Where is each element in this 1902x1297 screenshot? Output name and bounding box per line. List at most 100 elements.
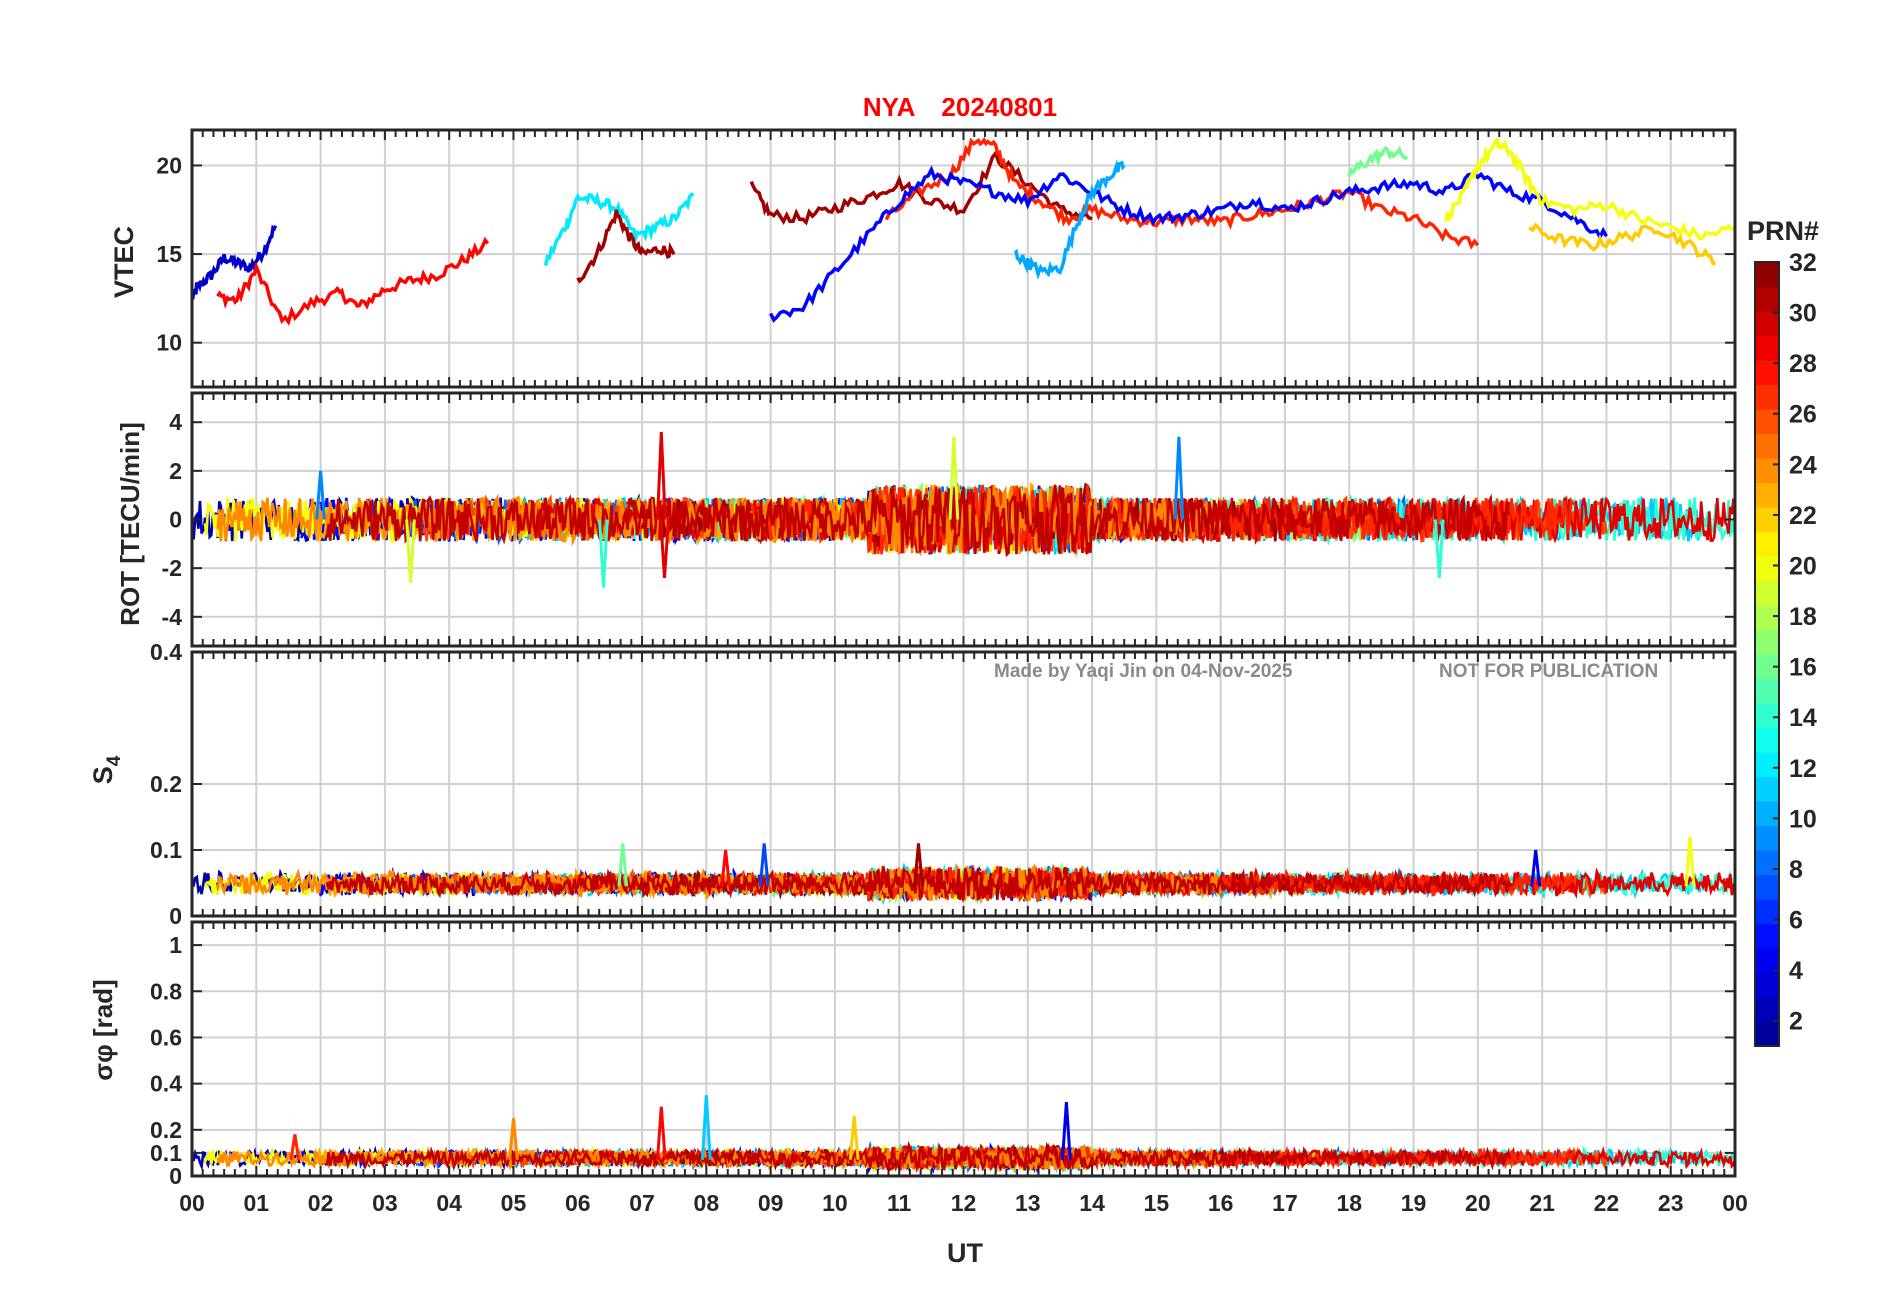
x-tick-label: 17 — [1272, 1190, 1298, 1216]
colorbar-tick-label: 12 — [1789, 755, 1817, 783]
y-tick-label: 0 — [169, 1163, 182, 1189]
ROT-peak-prn-19 — [948, 436, 960, 520]
sigma_phi-trace-prn-30 — [325, 1140, 1512, 1172]
vtec-series-prn-5 — [769, 165, 1608, 323]
S4-peak-prn-20 — [1684, 836, 1696, 887]
colorbar-segment — [1755, 311, 1779, 337]
y-tick-label: 0 — [169, 507, 182, 533]
colorbar-tick-label: 26 — [1789, 401, 1817, 429]
x-tick-label: 21 — [1529, 1190, 1555, 1216]
y-tick-label: 20 — [156, 152, 182, 178]
y-axis-label-s4: S4 — [88, 755, 125, 784]
sigma_phi-peak-prn-4 — [1061, 1101, 1072, 1160]
colorbar-segment — [1755, 874, 1779, 900]
colorbar-segment — [1755, 507, 1779, 533]
S4-trace-prn-30 — [325, 866, 1512, 901]
title-station: NYA — [863, 92, 916, 122]
x-tick-label: 03 — [372, 1190, 398, 1216]
colorbar-segment — [1755, 531, 1779, 557]
colorbar-segment — [1755, 482, 1779, 508]
ROT-peak-prn-29 — [659, 519, 670, 578]
y-tick-label: 0.1 — [150, 1140, 182, 1166]
vtec-series-prn-10 — [1013, 159, 1126, 280]
ROT-peak-prn-14 — [1433, 519, 1445, 578]
x-tick-label: 00 — [1722, 1190, 1748, 1216]
ROT-peak-prn-9 — [1173, 436, 1185, 520]
y-axis-label-rot: ROT [TECU/min] — [115, 422, 145, 626]
colorbar-segment — [1755, 776, 1779, 802]
sigma_phi-peak-prn-28 — [656, 1106, 667, 1160]
x-tick-label: 18 — [1336, 1190, 1362, 1216]
y-axis-label-sigma-phi: σφ [rad] — [88, 979, 118, 1080]
y-axis-label-vtec: VTEC — [109, 226, 139, 298]
y-tick-label: 15 — [156, 241, 182, 267]
vtec-series-prn-16 — [1347, 145, 1409, 178]
y-tick-label: 0.4 — [150, 1071, 182, 1097]
y-tick-label: 10 — [156, 330, 182, 356]
vtec-series-prn-28 — [216, 236, 490, 326]
colorbar-segment — [1755, 262, 1779, 288]
colorbar-segment — [1755, 678, 1779, 704]
ROT-peak-prn-29 — [656, 431, 667, 520]
x-tick-label: 08 — [694, 1190, 720, 1216]
x-tick-label: 04 — [436, 1190, 462, 1216]
x-tick-label: 15 — [1144, 1190, 1170, 1216]
colorbar-segment — [1755, 850, 1779, 876]
colorbar-tick-label: 8 — [1789, 856, 1803, 884]
y-tick-label: 0.8 — [150, 978, 182, 1004]
x-tick-label: 02 — [308, 1190, 334, 1216]
sigma_phi-peak-prn-22 — [848, 1115, 860, 1160]
ROT-trace-prn-24 — [216, 484, 1222, 557]
y-tick-label: -2 — [162, 555, 182, 581]
colorbar-tick-label: 22 — [1789, 502, 1817, 530]
y-tick-label: 4 — [169, 409, 182, 435]
y-tick-label: 0 — [169, 903, 182, 929]
colorbar-tick-label: 32 — [1789, 249, 1817, 277]
panel-series-S4 — [192, 836, 1735, 906]
colorbar-segment — [1755, 433, 1779, 459]
colorbar-segment — [1755, 948, 1779, 974]
colorbar-segment — [1755, 286, 1779, 312]
panel-series-ROT — [192, 431, 1735, 588]
x-tick-label: 12 — [951, 1190, 977, 1216]
colorbar-tick-label: 30 — [1789, 300, 1817, 328]
ROT-peak-prn-9 — [315, 470, 326, 520]
x-axis-label: UT — [947, 1238, 983, 1268]
S4-peak-prn-7 — [758, 843, 770, 887]
S4-peak-prn-31 — [913, 843, 924, 887]
vtec-series-prn-27 — [884, 136, 1480, 250]
y-tick-label: 0.4 — [150, 639, 182, 665]
x-tick-label: 05 — [501, 1190, 527, 1216]
colorbar-segment — [1755, 752, 1779, 778]
colorbar-segment — [1755, 580, 1779, 606]
colorbar-segment — [1755, 458, 1779, 484]
series-layer — [192, 136, 1735, 1175]
x-tick-label: 22 — [1594, 1190, 1620, 1216]
sigma_phi-trace-prn-24 — [216, 1144, 1222, 1174]
colorbar-title: PRN# — [1747, 216, 1819, 246]
chart-title: NYA 20240801 — [863, 92, 1057, 122]
colorbar-tick-label: 2 — [1789, 1008, 1803, 1036]
x-tick-label: 19 — [1401, 1190, 1427, 1216]
colorbar-tick-label: 16 — [1789, 654, 1817, 682]
S4-peak-prn-16 — [617, 843, 629, 887]
x-tick-label: 06 — [565, 1190, 591, 1216]
x-tick-label: 20 — [1465, 1190, 1491, 1216]
frame-layer: 101520-4-202400.10.20.400.10.20.40.60.81… — [150, 128, 1748, 1216]
ROT-peak-prn-14 — [598, 519, 609, 588]
colorbar-tick-label: 14 — [1789, 704, 1817, 732]
colorbar-tick-label: 24 — [1789, 451, 1817, 479]
colorbar-segment — [1755, 556, 1779, 582]
colorbar-segment — [1755, 384, 1779, 410]
x-tick-label: 10 — [822, 1190, 848, 1216]
x-tick-label: 09 — [758, 1190, 784, 1216]
ROT-peak-prn-19 — [405, 519, 416, 583]
x-tick-label: 16 — [1208, 1190, 1234, 1216]
colorbar-segment — [1755, 972, 1779, 998]
watermark-notice: NOT FOR PUBLICATION — [1439, 661, 1658, 682]
y-tick-label: 0.1 — [150, 837, 182, 863]
x-tick-label: 11 — [887, 1190, 912, 1216]
colorbar-segment — [1755, 727, 1779, 753]
colorbar-segment — [1755, 997, 1779, 1023]
